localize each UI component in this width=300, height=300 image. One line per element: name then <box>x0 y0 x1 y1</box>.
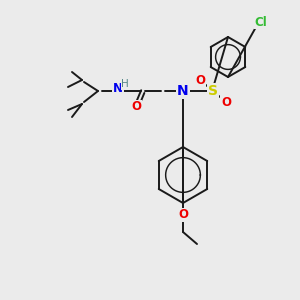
Text: O: O <box>178 208 188 221</box>
Text: H: H <box>121 79 129 89</box>
Text: N: N <box>177 84 189 98</box>
Text: O: O <box>131 100 141 113</box>
Text: S: S <box>208 84 218 98</box>
Text: N: N <box>113 82 123 94</box>
Text: Cl: Cl <box>255 16 267 28</box>
Text: O: O <box>221 95 231 109</box>
Text: O: O <box>195 74 205 86</box>
